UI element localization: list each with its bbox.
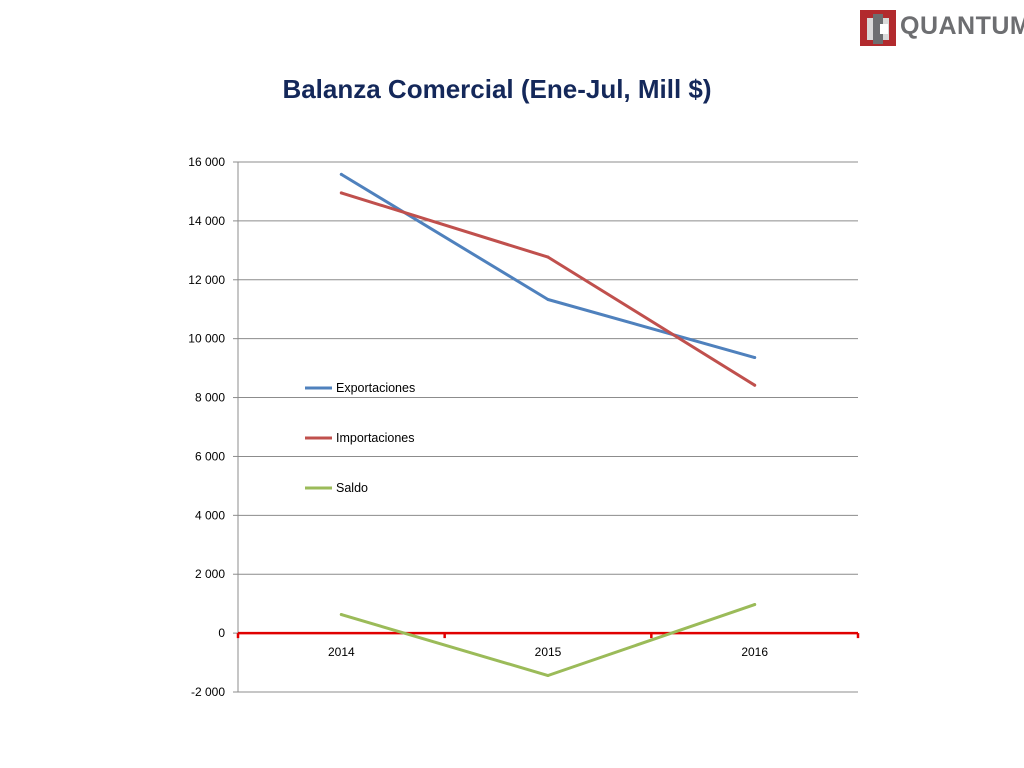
data-point-saldo (753, 603, 757, 607)
y-tick-label: 0 (218, 626, 225, 640)
y-tick-label: 4 000 (195, 508, 225, 522)
chart-title: Balanza Comercial (Ene-Jul, Mill $) (282, 74, 712, 104)
data-point-saldo (546, 674, 550, 678)
y-tick-label: 14 000 (188, 214, 225, 228)
legend-label: Importaciones (336, 431, 415, 445)
y-tick-label: 10 000 (188, 332, 225, 346)
y-tick-label: 8 000 (195, 391, 225, 405)
y-tick-label: -2 000 (191, 685, 225, 699)
legend-label: Saldo (336, 481, 368, 495)
y-tick-label: 16 000 (188, 155, 225, 169)
x-tick-label: 2014 (328, 645, 355, 659)
data-point-importaciones (546, 255, 550, 259)
series-line-importaciones (339, 191, 757, 387)
data-point-saldo (339, 613, 343, 617)
quantum-logo: QUANTUM (858, 6, 1024, 50)
x-tick-label: 2016 (741, 645, 768, 659)
y-tick-label: 6 000 (195, 449, 225, 463)
logo-text: QUANTUM (900, 12, 1024, 40)
data-point-exportaciones (753, 356, 757, 360)
y-tick-label: 2 000 (195, 567, 225, 581)
logo-mark-icon (860, 10, 896, 46)
y-tick-label: 12 000 (188, 273, 225, 287)
legend-label: Exportaciones (336, 381, 415, 395)
data-point-exportaciones (339, 172, 343, 176)
series-line-exportaciones (339, 172, 757, 360)
x-tick-label: 2015 (535, 645, 562, 659)
series-line-saldo (339, 603, 757, 678)
data-point-importaciones (753, 383, 757, 387)
data-point-exportaciones (546, 298, 550, 302)
data-point-importaciones (339, 191, 343, 195)
